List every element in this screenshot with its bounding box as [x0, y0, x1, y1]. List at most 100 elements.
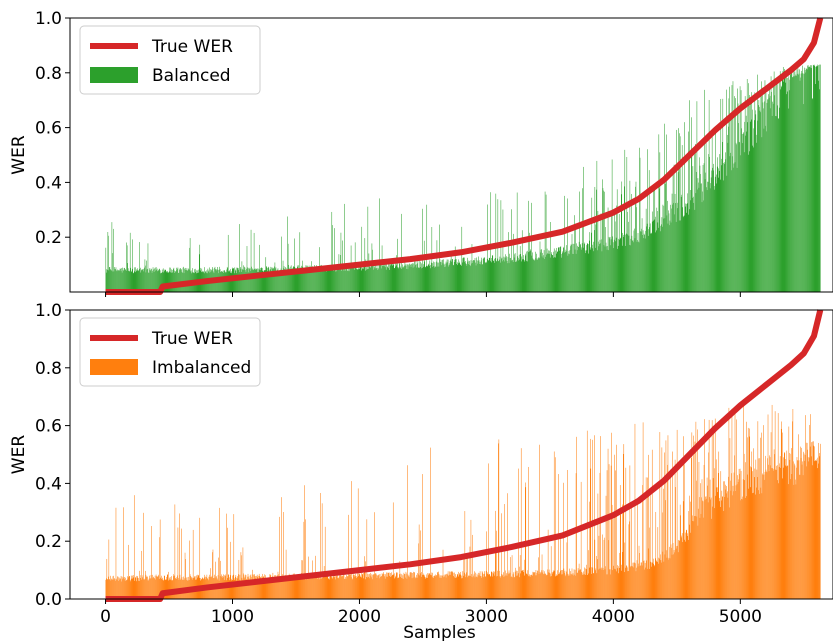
sample-bar — [772, 101, 773, 292]
sample-bar — [662, 204, 664, 292]
sample-bar — [757, 74, 758, 292]
sample-bar — [779, 463, 780, 599]
sample-bar — [160, 578, 162, 599]
sample-bar — [643, 560, 644, 599]
sample-bar — [607, 207, 609, 292]
sample-bar — [276, 575, 278, 599]
sample-bar — [781, 87, 782, 293]
sample-bar — [380, 576, 382, 599]
sample-bar — [277, 575, 278, 599]
sample-bar — [622, 232, 623, 292]
sample-bar — [524, 559, 526, 599]
sample-bar — [564, 570, 566, 599]
sample-bar — [610, 465, 612, 599]
sample-bar — [341, 269, 343, 292]
sample-bar — [463, 575, 464, 599]
sample-bar — [252, 268, 253, 292]
sample-bar — [808, 457, 810, 599]
sample-bar — [371, 573, 373, 599]
sample-bar — [681, 533, 683, 599]
sample-bar — [341, 270, 342, 292]
sample-bar — [790, 479, 791, 599]
sample-bar — [248, 576, 249, 599]
sample-bar — [146, 260, 147, 292]
sample-bar — [320, 270, 322, 292]
sample-bar — [120, 579, 121, 599]
sample-bar — [538, 557, 539, 599]
sample-bar — [170, 576, 172, 599]
sample-bar — [540, 573, 541, 599]
sample-bar — [323, 566, 325, 599]
sample-bar — [303, 269, 305, 292]
sample-bar — [388, 572, 389, 599]
sample-bar — [116, 270, 117, 292]
sample-bar — [365, 259, 367, 292]
legend-label-bars: Balanced — [152, 66, 231, 86]
sample-bar — [578, 563, 580, 599]
sample-bar — [627, 571, 629, 599]
sample-bar — [242, 268, 243, 292]
sample-bar — [457, 576, 459, 599]
sample-bar — [266, 266, 267, 292]
sample-bar — [443, 264, 445, 292]
sample-bar — [240, 580, 241, 599]
sample-bar — [727, 497, 729, 599]
sample-bar — [314, 574, 316, 599]
sample-bar — [339, 576, 341, 599]
sample-bar — [330, 266, 332, 292]
sample-bar — [147, 243, 149, 292]
sample-bar — [232, 580, 234, 599]
sample-bar — [280, 577, 281, 599]
sample-bar — [656, 561, 658, 599]
sample-bar — [416, 577, 418, 599]
sample-bar — [730, 490, 732, 599]
sample-bar — [425, 266, 426, 292]
sample-bar — [447, 574, 448, 599]
sample-bar — [648, 170, 650, 292]
sample-bar — [160, 273, 162, 292]
sample-bar — [688, 131, 689, 292]
sample-bar — [403, 267, 405, 292]
sample-bar — [635, 186, 636, 292]
sample-bar — [320, 268, 321, 292]
sample-bar — [276, 271, 278, 292]
sample-bar — [248, 272, 249, 292]
sample-bar — [348, 268, 349, 292]
sample-bar — [581, 572, 583, 599]
sample-bar — [474, 571, 475, 599]
sample-bar — [762, 474, 764, 599]
sample-bar — [686, 203, 688, 292]
sample-bar — [278, 576, 280, 599]
sample-bar — [324, 576, 325, 599]
sample-bar — [689, 524, 691, 599]
sample-bar — [352, 573, 354, 599]
sample-bar — [717, 473, 719, 599]
sample-bar — [551, 252, 552, 292]
sample-bar — [558, 247, 560, 292]
sample-bar — [652, 211, 653, 292]
sample-bar — [643, 233, 645, 292]
sample-bar — [759, 106, 760, 292]
sample-bar — [683, 464, 685, 599]
sample-bar — [387, 268, 389, 292]
sample-bar — [597, 250, 598, 292]
sample-bar — [570, 573, 572, 599]
sample-bar — [250, 271, 251, 292]
sample-bar — [229, 577, 230, 599]
sample-bar — [427, 573, 429, 599]
sample-bar — [391, 572, 392, 599]
sample-bar — [753, 448, 754, 599]
sample-bar — [606, 246, 607, 292]
sample-bar — [512, 577, 513, 599]
sample-bar — [258, 271, 259, 292]
sample-bar — [111, 270, 112, 292]
sample-bar — [129, 576, 130, 599]
legend-label-true-wer: True WER — [151, 329, 233, 349]
sample-bar — [776, 465, 778, 599]
sample-bar — [493, 571, 494, 599]
sample-bar — [411, 264, 413, 292]
sample-bar — [678, 220, 680, 292]
sample-bar — [322, 578, 323, 599]
sample-bar — [435, 266, 436, 292]
